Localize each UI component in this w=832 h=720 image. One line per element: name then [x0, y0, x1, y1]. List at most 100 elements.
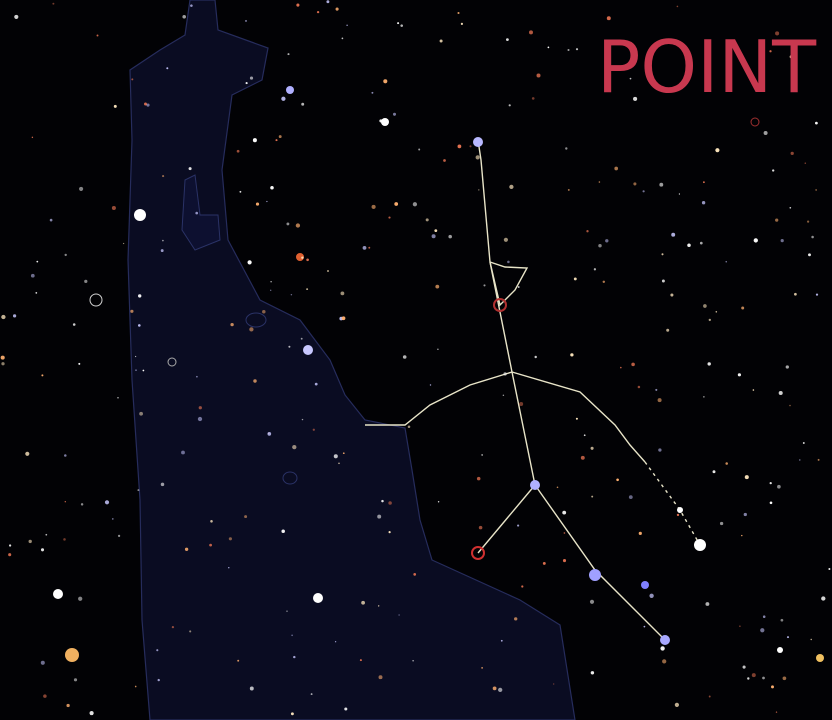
star [29, 540, 32, 543]
star [432, 234, 436, 238]
star [239, 191, 241, 193]
star [448, 235, 452, 239]
star [662, 280, 665, 283]
star [603, 281, 605, 283]
star [64, 454, 67, 457]
star [576, 418, 578, 420]
star [84, 280, 87, 283]
star [478, 189, 479, 190]
star [281, 529, 285, 533]
star [598, 244, 601, 247]
star [828, 568, 830, 570]
star [576, 48, 578, 50]
star [301, 103, 304, 106]
star [659, 183, 663, 187]
star [275, 139, 277, 141]
star [435, 285, 439, 289]
star [591, 447, 594, 450]
star [306, 288, 308, 290]
star [249, 327, 253, 331]
star [509, 185, 513, 189]
star [517, 525, 519, 527]
star [287, 53, 289, 55]
star [641, 581, 649, 589]
star [477, 477, 481, 481]
star [725, 462, 728, 465]
star [584, 434, 586, 436]
star [388, 501, 392, 505]
star [363, 246, 367, 250]
star [537, 74, 541, 78]
star [368, 247, 370, 249]
star [43, 694, 47, 698]
star [553, 683, 554, 684]
star [677, 514, 679, 516]
star [13, 314, 16, 317]
star [267, 432, 271, 436]
star [65, 254, 67, 256]
star [52, 3, 54, 5]
star [716, 311, 718, 313]
star [815, 122, 818, 125]
star [230, 323, 233, 326]
star [739, 625, 741, 627]
star [629, 495, 633, 499]
star [591, 671, 594, 674]
sky-map: POINT [0, 0, 832, 720]
star [74, 678, 77, 681]
star [118, 535, 120, 537]
star [568, 189, 570, 191]
star [317, 11, 319, 13]
star [377, 515, 381, 519]
star [461, 23, 463, 25]
star [315, 383, 318, 386]
star [65, 648, 79, 662]
star [182, 15, 186, 19]
star [371, 92, 373, 94]
star [548, 47, 550, 49]
star [379, 119, 382, 122]
star [41, 374, 43, 376]
star [237, 150, 240, 153]
star [779, 391, 783, 395]
star [25, 452, 29, 456]
star [518, 286, 520, 288]
star [805, 162, 807, 164]
star [253, 138, 257, 142]
star [760, 628, 764, 632]
star [743, 666, 746, 669]
star [66, 704, 69, 707]
star [246, 82, 248, 84]
star [677, 6, 679, 8]
star [803, 442, 805, 444]
page: POINT (() => { const data = JSON.parse(d… [0, 0, 832, 720]
star [503, 395, 504, 396]
star [131, 78, 133, 80]
star [389, 531, 391, 533]
star [301, 257, 303, 259]
star [799, 459, 800, 460]
star [229, 537, 232, 540]
star [567, 49, 569, 51]
star [532, 97, 535, 100]
star [476, 155, 480, 159]
star [81, 503, 83, 505]
star [434, 229, 437, 232]
star [413, 573, 416, 576]
star [662, 659, 666, 663]
star [286, 222, 289, 225]
star [457, 12, 459, 14]
star [589, 569, 601, 581]
star [388, 217, 390, 219]
star [311, 693, 313, 695]
star [1, 362, 4, 365]
star [326, 0, 329, 3]
star [50, 219, 53, 222]
star [45, 534, 47, 536]
star [815, 189, 816, 190]
star [403, 355, 407, 359]
star [338, 462, 340, 464]
star [105, 500, 109, 504]
star [781, 239, 784, 242]
star [381, 118, 389, 126]
